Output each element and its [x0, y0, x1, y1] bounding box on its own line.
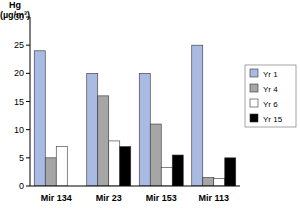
- bar: [98, 96, 109, 186]
- legend-swatch: [250, 114, 258, 122]
- bar: [87, 73, 98, 186]
- y-axis-label: Hg: [9, 0, 21, 10]
- y-tick-label: 25: [14, 40, 24, 50]
- x-tick-label: Mir 153: [146, 193, 177, 203]
- legend-swatch: [250, 69, 258, 77]
- bar: [150, 124, 161, 186]
- bar: [161, 167, 172, 186]
- y-axis-label: (µg/m³): [0, 10, 30, 20]
- x-tick-label: Mir 23: [96, 193, 122, 203]
- x-tick-label: Mir 134: [41, 193, 72, 203]
- y-tick: [26, 186, 30, 187]
- bar: [203, 178, 214, 186]
- legend-label: Yr 1: [263, 70, 278, 79]
- y-tick: [26, 157, 30, 158]
- chart-container: 051015202530Mir 134Mir 23Mir 153Mir 113H…: [0, 0, 300, 213]
- chart-svg: 051015202530Mir 134Mir 23Mir 153Mir 113H…: [0, 0, 300, 213]
- y-tick-label: 20: [14, 68, 24, 78]
- y-tick-label: 10: [14, 125, 24, 135]
- y-tick-label: 5: [19, 153, 24, 163]
- y-tick: [26, 45, 30, 46]
- bar: [192, 45, 203, 186]
- legend-box: [245, 65, 296, 127]
- bar: [225, 158, 236, 186]
- x-tick-label: Mir 113: [198, 193, 229, 203]
- bars: [34, 45, 236, 186]
- x-axis: [30, 186, 240, 187]
- legend-label: Yr 6: [263, 100, 278, 109]
- y-tick: [26, 101, 30, 102]
- y-tick-label: 15: [14, 97, 24, 107]
- y-tick: [26, 129, 30, 130]
- bar: [214, 179, 225, 186]
- y-tick-label: 0: [19, 181, 24, 191]
- bar: [56, 147, 67, 186]
- legend-label: Yr 4: [263, 85, 278, 94]
- bar: [120, 147, 131, 186]
- legend-swatch: [250, 84, 258, 92]
- legend-swatch: [250, 99, 258, 107]
- y-tick: [26, 73, 30, 74]
- legend-label: Yr 15: [263, 115, 283, 124]
- bar: [109, 141, 120, 186]
- bar: [45, 158, 56, 186]
- bar: [172, 155, 183, 186]
- bar: [34, 51, 45, 186]
- bar: [139, 73, 150, 186]
